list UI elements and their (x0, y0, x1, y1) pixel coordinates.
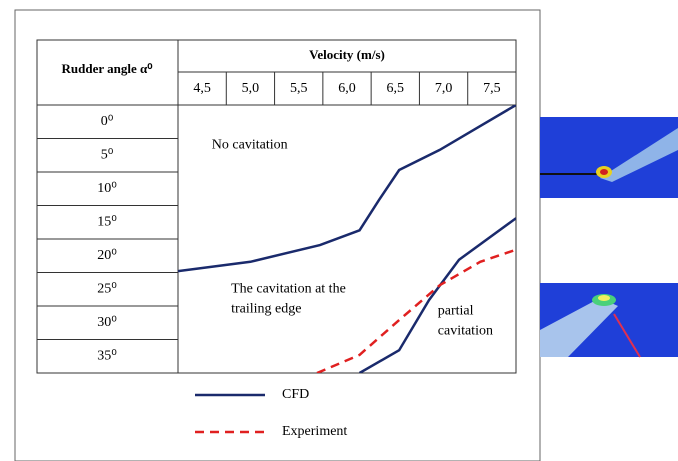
annotation: No cavitation (212, 137, 288, 152)
row-label: 0⁰ (101, 114, 114, 129)
row-label: 30⁰ (97, 315, 117, 330)
annotation: cavitation (438, 324, 493, 339)
row-label: 35⁰ (97, 348, 117, 363)
annotation: partial (438, 304, 474, 319)
row-label: 20⁰ (97, 248, 117, 263)
cfd-image (540, 117, 678, 198)
column-header: Velocity (m/s) (309, 47, 385, 62)
legend-label: CFD (282, 387, 309, 402)
annotation: trailing edge (231, 301, 301, 316)
column-label: 5,0 (242, 81, 260, 96)
row-label: 25⁰ (97, 281, 117, 296)
annotation: The cavitation at the (231, 281, 346, 296)
column-label: 4,5 (193, 81, 211, 96)
row-header: Rudder angle α⁰ (62, 61, 154, 76)
row-label: 5⁰ (101, 147, 114, 162)
column-label: 6,5 (387, 81, 405, 96)
column-label: 6,0 (338, 81, 356, 96)
column-label: 7,5 (483, 81, 501, 96)
figure: Rudder angle α⁰ Velocity (m/s) CFD Exper… (0, 0, 678, 461)
row-label: 15⁰ (97, 214, 117, 229)
cfd-image (540, 283, 678, 357)
row-label: 10⁰ (97, 181, 117, 196)
column-label: 5,5 (290, 81, 308, 96)
legend-label: Experiment (282, 424, 347, 439)
column-label: 7,0 (435, 81, 453, 96)
frame (15, 10, 540, 461)
